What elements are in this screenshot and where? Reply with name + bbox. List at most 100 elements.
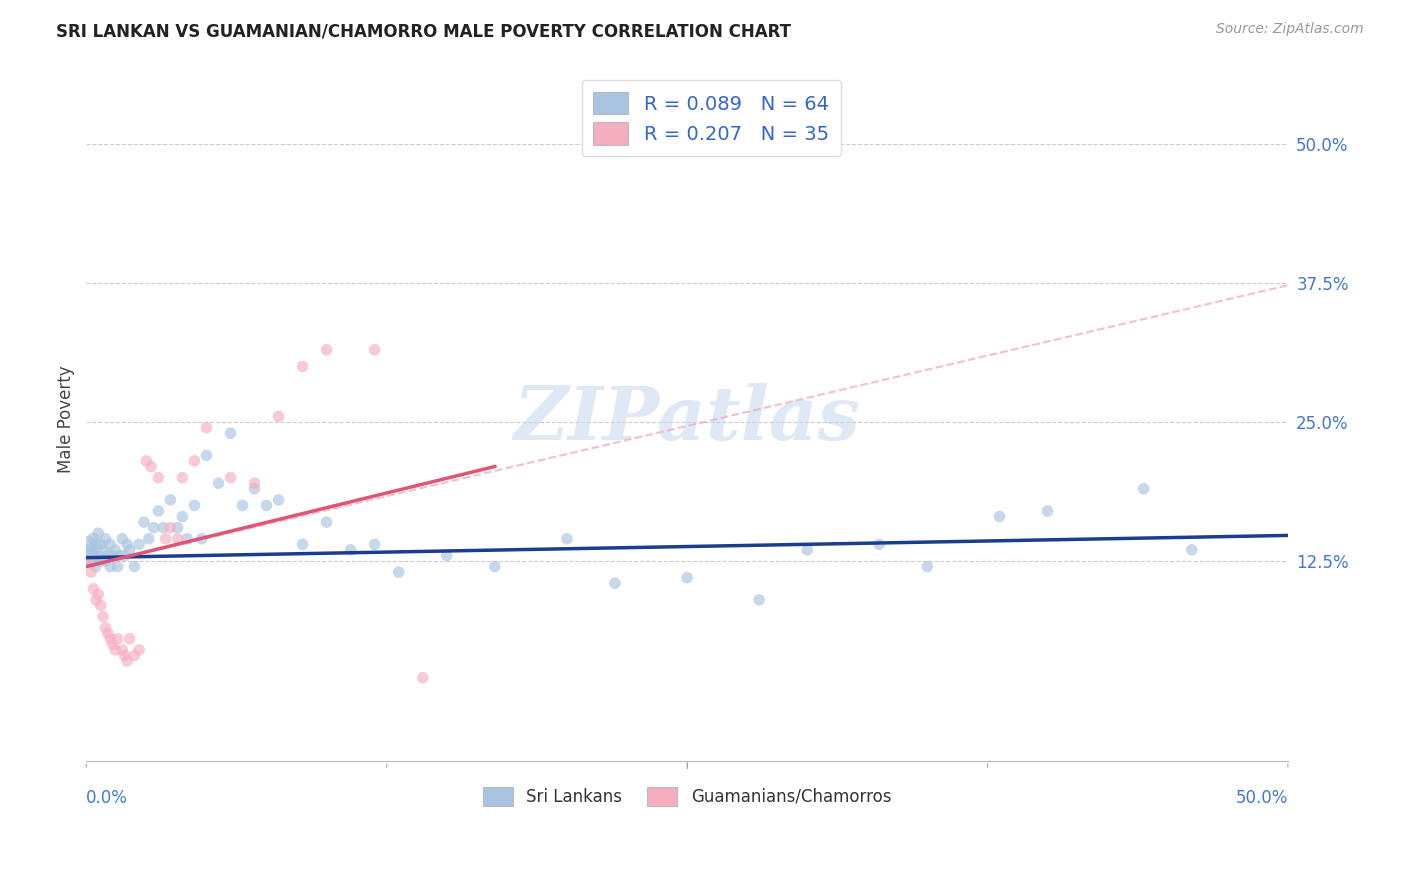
Point <box>115 654 138 668</box>
Point <box>315 515 337 529</box>
Point <box>98 632 121 646</box>
Point <box>90 554 112 568</box>
Point <box>114 549 136 563</box>
Point <box>87 587 110 601</box>
Point <box>128 537 150 551</box>
Point <box>183 454 205 468</box>
Point <box>87 526 110 541</box>
Point <box>1181 542 1204 557</box>
Point <box>142 521 165 535</box>
Point <box>748 593 770 607</box>
Point <box>98 537 121 551</box>
Point <box>219 426 242 441</box>
Point <box>176 532 198 546</box>
Point <box>219 470 242 484</box>
Point <box>101 549 124 563</box>
Point <box>91 609 114 624</box>
Point <box>172 470 194 484</box>
Point <box>107 632 129 646</box>
Point <box>107 559 129 574</box>
Text: 50.0%: 50.0% <box>1236 789 1288 807</box>
Point <box>152 521 174 535</box>
Point <box>94 554 117 568</box>
Point <box>87 549 110 563</box>
Point <box>195 420 218 434</box>
Point <box>267 409 290 424</box>
Point <box>84 559 107 574</box>
Point <box>108 549 131 563</box>
Point <box>83 549 105 563</box>
Point <box>111 643 134 657</box>
Point <box>484 559 506 574</box>
Point <box>231 499 253 513</box>
Point <box>868 537 890 551</box>
Point <box>101 637 124 651</box>
Point <box>267 492 290 507</box>
Point <box>243 482 266 496</box>
Point <box>388 565 411 579</box>
Point <box>1132 482 1154 496</box>
Point <box>555 532 578 546</box>
Point <box>155 532 177 546</box>
Point <box>988 509 1011 524</box>
Point <box>77 554 100 568</box>
Point <box>315 343 337 357</box>
Point <box>98 559 121 574</box>
Point <box>104 643 127 657</box>
Point <box>91 542 114 557</box>
Point <box>118 632 141 646</box>
Text: 0.0%: 0.0% <box>86 789 128 807</box>
Point <box>80 542 103 557</box>
Point <box>207 476 229 491</box>
Point <box>166 521 188 535</box>
Point <box>77 549 100 563</box>
Point <box>84 537 107 551</box>
Point <box>412 671 434 685</box>
Point <box>77 537 100 551</box>
Y-axis label: Male Poverty: Male Poverty <box>58 366 75 473</box>
Point <box>83 582 105 596</box>
Point <box>148 470 170 484</box>
Point <box>159 521 181 535</box>
Point <box>166 532 188 546</box>
Point <box>94 532 117 546</box>
Point <box>159 492 181 507</box>
Point <box>195 449 218 463</box>
Point <box>90 599 112 613</box>
Point <box>141 459 163 474</box>
Point <box>90 537 112 551</box>
Point <box>124 559 146 574</box>
Point <box>138 532 160 546</box>
Point <box>124 648 146 663</box>
Point <box>363 537 385 551</box>
Point <box>104 542 127 557</box>
Point <box>83 532 105 546</box>
Point <box>256 499 278 513</box>
Point <box>114 648 136 663</box>
Point <box>97 549 120 563</box>
Point <box>135 454 157 468</box>
Point <box>148 504 170 518</box>
Point <box>115 537 138 551</box>
Point <box>917 559 939 574</box>
Point <box>172 509 194 524</box>
Point <box>291 359 314 374</box>
Point <box>80 565 103 579</box>
Point <box>132 515 155 529</box>
Point <box>676 571 699 585</box>
Legend: Sri Lankans, Guamanians/Chamorros: Sri Lankans, Guamanians/Chamorros <box>475 779 900 814</box>
Point <box>80 554 103 568</box>
Text: Source: ZipAtlas.com: Source: ZipAtlas.com <box>1216 22 1364 37</box>
Text: SRI LANKAN VS GUAMANIAN/CHAMORRO MALE POVERTY CORRELATION CHART: SRI LANKAN VS GUAMANIAN/CHAMORRO MALE PO… <box>56 22 792 40</box>
Point <box>94 621 117 635</box>
Point <box>1036 504 1059 518</box>
Point <box>603 576 626 591</box>
Point <box>97 626 120 640</box>
Point <box>84 593 107 607</box>
Point <box>128 643 150 657</box>
Point <box>118 542 141 557</box>
Point <box>363 343 385 357</box>
Point <box>339 542 361 557</box>
Text: ZIPatlas: ZIPatlas <box>513 383 860 456</box>
Point <box>111 532 134 546</box>
